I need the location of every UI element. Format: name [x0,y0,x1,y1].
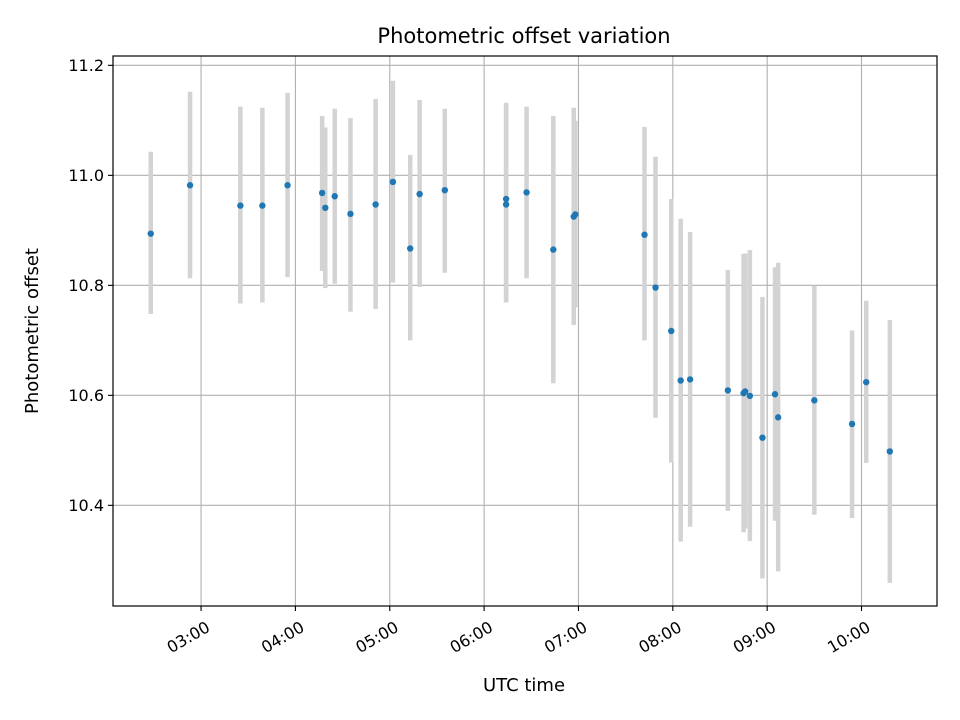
data-point [746,392,754,400]
data-point [724,387,732,394]
data-point [186,182,194,189]
data-point [237,202,244,209]
data-point [389,178,397,186]
data-point [774,414,782,421]
data-point [441,187,449,194]
data-point [771,391,779,398]
data-points [147,178,894,455]
plot-frame [112,55,938,607]
grid [113,56,937,606]
y-axis-title: Photometric offset [22,248,43,414]
y-tick-label: 11.0 [68,166,104,185]
y-tick-label: 11.2 [68,56,104,75]
y-tick-label: 10.8 [68,276,104,295]
data-point [318,189,326,197]
chart-title: Photometric offset variation [377,24,670,48]
data-point [331,193,338,200]
data-point [811,397,818,404]
data-point [677,377,684,384]
data-point [147,230,154,237]
y-tick-label: 10.6 [68,386,104,405]
data-point [407,245,414,252]
data-point [668,327,675,335]
data-point [259,202,266,209]
data-point [416,190,423,198]
data-point [652,284,659,291]
data-point [572,211,579,218]
data-point [502,201,510,208]
data-point [523,189,530,196]
data-point [886,448,894,455]
y-tick-label: 10.4 [68,496,104,515]
x-axis-title: UTC time [483,675,565,696]
data-point [502,195,510,203]
data-point [284,182,291,189]
data-point [347,210,354,218]
data-point [686,376,694,383]
data-point [759,434,766,441]
data-point [322,204,329,211]
data-point [863,378,870,386]
y-axis-ticks: 10.4 10.6 10.8 11.0 11.2 [68,56,113,515]
data-point [550,246,557,253]
data-point [848,420,856,428]
data-point [741,388,749,395]
data-point [641,231,648,238]
data-point [372,201,379,208]
